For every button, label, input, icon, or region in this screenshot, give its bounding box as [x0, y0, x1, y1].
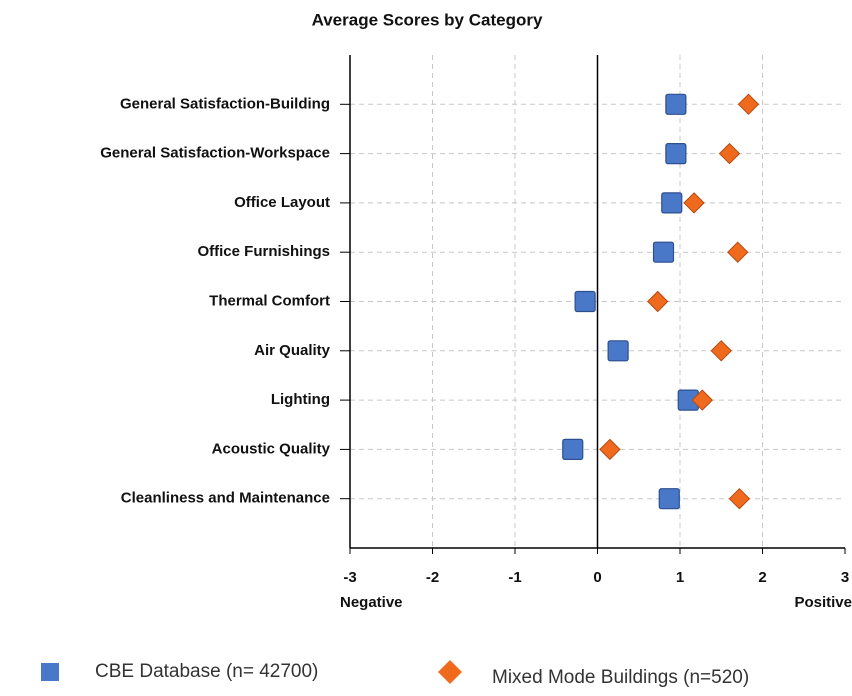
x-tick-label: 1 [676, 569, 684, 586]
x-tick-label: 3 [841, 569, 849, 586]
y-tick-label: Office Layout [234, 194, 330, 211]
square-marker [665, 93, 687, 115]
x-tick-label: -3 [343, 569, 356, 586]
legend-label: CBE Database (n= 42700) [95, 661, 318, 682]
y-tick-label: Acoustic Quality [212, 440, 331, 457]
diamond-marker [647, 290, 669, 313]
square-marker [562, 438, 584, 460]
x-end-label: Positive [794, 594, 852, 611]
square-marker [607, 340, 629, 362]
diamond-marker [691, 389, 713, 411]
diamond-marker [710, 340, 732, 362]
x-tick-label: -1 [508, 569, 521, 586]
square-marker [652, 241, 675, 263]
y-tick-label: Office Furnishings [197, 243, 330, 260]
square-marker [665, 143, 687, 165]
diamond-marker [727, 241, 749, 263]
legend-swatch [438, 660, 462, 684]
square-marker [574, 290, 596, 313]
square-marker [661, 192, 683, 214]
legend-label: Mixed Mode Buildings (n=520) [492, 667, 749, 688]
diamond-marker [718, 142, 741, 165]
legend-swatch [41, 663, 59, 681]
diamond-marker [737, 93, 760, 116]
diamond-marker [683, 192, 705, 214]
y-tick-label: Lighting [271, 391, 330, 408]
x-tick-label: -2 [426, 569, 439, 586]
x-tick-label: 0 [593, 569, 601, 586]
y-tick-label: General Satisfaction-Building [120, 95, 330, 112]
y-tick-label: Cleanliness and Maintenance [121, 490, 330, 507]
diamond-marker [728, 487, 751, 510]
x-tick-label: 2 [758, 569, 766, 586]
y-tick-label: Thermal Comfort [209, 292, 330, 309]
x-end-label: Negative [340, 594, 403, 611]
y-tick-label: Air Quality [254, 342, 331, 359]
square-marker [658, 488, 680, 510]
chart-title: Average Scores by Category [312, 10, 543, 29]
y-tick-label: General Satisfaction-Workspace [100, 145, 330, 162]
diamond-marker [599, 438, 621, 461]
